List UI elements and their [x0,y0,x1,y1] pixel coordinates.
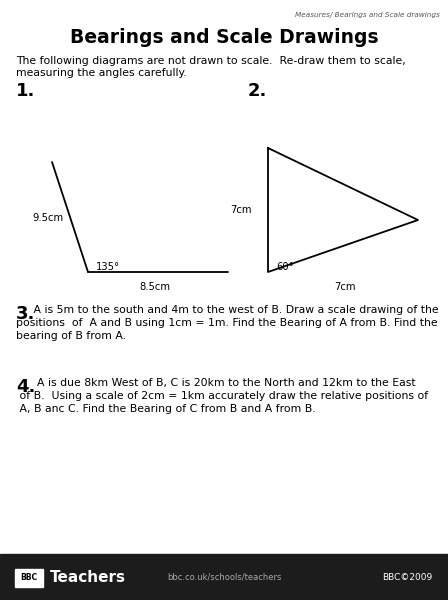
Text: A, B anc C. Find the Bearing of C from B and A from B.: A, B anc C. Find the Bearing of C from B… [16,404,316,414]
Text: 7cm: 7cm [231,205,252,215]
Text: positions  of  A and B using 1cm = 1m. Find the Bearing of A from B. Find the: positions of A and B using 1cm = 1m. Fin… [16,318,438,328]
Text: 135°: 135° [96,262,120,272]
Text: measuring the angles carefully.: measuring the angles carefully. [16,68,187,78]
Text: 3.: 3. [16,305,35,323]
Text: Bearings and Scale Drawings: Bearings and Scale Drawings [70,28,378,47]
Text: 8.5cm: 8.5cm [139,282,171,292]
Text: of B.  Using a scale of 2cm = 1km accurately draw the relative positions of: of B. Using a scale of 2cm = 1km accurat… [16,391,428,401]
Text: 60°: 60° [276,262,294,272]
Text: 4.: 4. [16,378,35,396]
Text: BBC©2009: BBC©2009 [382,572,432,581]
Text: BBC: BBC [21,574,38,583]
Text: A is due 8km West of B, C is 20km to the North and 12km to the East: A is due 8km West of B, C is 20km to the… [30,378,416,388]
Text: 7cm: 7cm [334,282,356,292]
Text: 2.: 2. [248,82,267,100]
Text: The following diagrams are not drawn to scale.  Re-draw them to scale,: The following diagrams are not drawn to … [16,56,406,66]
Text: Measures/ Bearings and Scale drawings: Measures/ Bearings and Scale drawings [295,12,440,18]
Bar [15,569,43,587]
Text: Teachers: Teachers [50,569,126,584]
Text: A is 5m to the south and 4m to the west of B. Draw a scale drawing of the: A is 5m to the south and 4m to the west … [30,305,439,315]
Text: bearing of B from A.: bearing of B from A. [16,331,126,341]
Text: 1.: 1. [16,82,35,100]
Text: 9.5cm: 9.5cm [32,213,63,223]
Text: bbc.co.uk/schools/teachers: bbc.co.uk/schools/teachers [167,572,281,581]
Bar [0,554,448,600]
